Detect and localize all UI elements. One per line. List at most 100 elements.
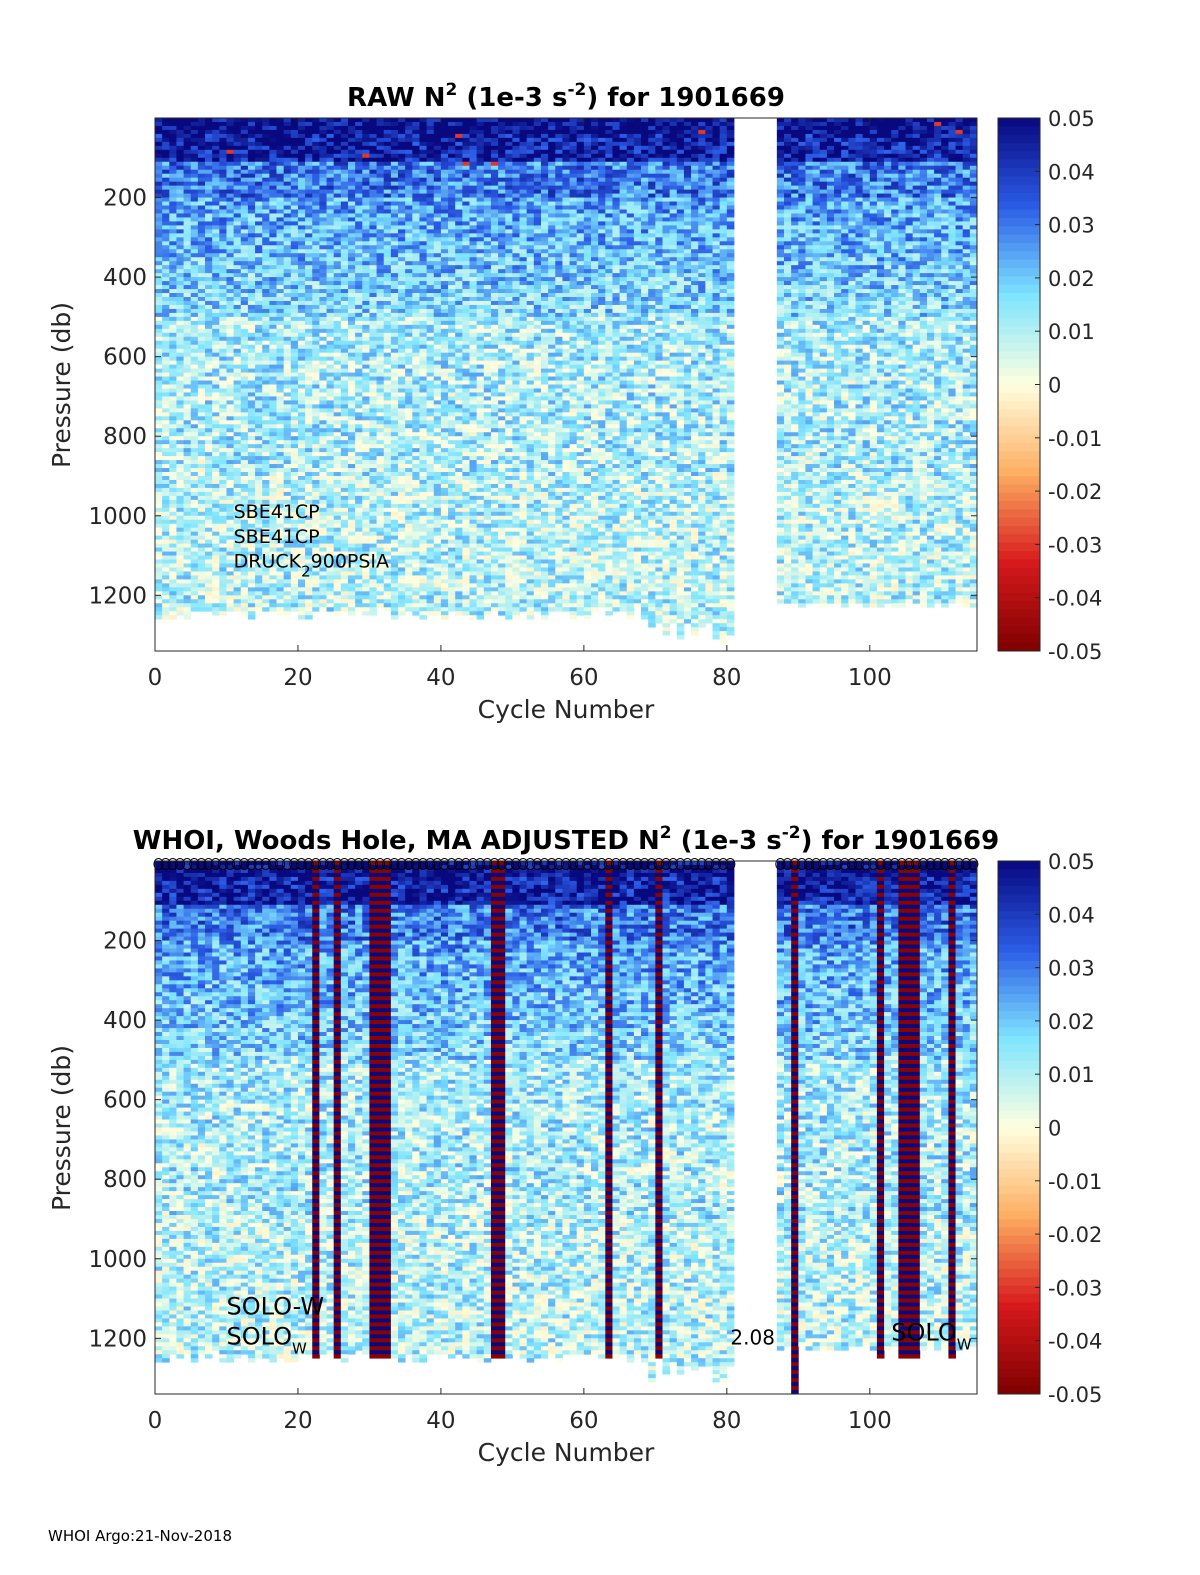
heatmap-cell: [183, 189, 192, 194]
heatmap-cell: [197, 145, 206, 151]
heatmap-cell: [347, 316, 356, 322]
heatmap-cell: [162, 300, 170, 306]
heatmap-cell: [276, 261, 285, 266]
heatmap-cell: [183, 340, 192, 346]
heatmap-cell: [347, 324, 356, 330]
heatmap-cell: [340, 384, 349, 389]
heatmap-cell: [290, 233, 299, 238]
heatmap-cell: [269, 169, 277, 175]
heatmap-cell: [383, 571, 392, 576]
heatmap-cell: [255, 448, 263, 453]
heatmap-cell: [383, 392, 392, 397]
heatmap-cell: [247, 300, 256, 306]
heatmap-cell: [276, 332, 285, 338]
heatmap-cell: [183, 149, 192, 155]
heatmap-cell: [255, 436, 263, 441]
heatmap-cell: [383, 607, 392, 612]
heatmap-cell: [162, 464, 170, 469]
heatmap-cell: [169, 269, 177, 274]
heatmap-cell: [319, 118, 327, 123]
heatmap-cell: [369, 277, 377, 282]
heatmap-cell: [276, 432, 285, 437]
heatmap-cell: [297, 539, 306, 545]
heatmap-cell: [169, 535, 177, 541]
heatmap-cell: [269, 257, 277, 262]
heatmap-cell: [319, 519, 327, 525]
heatmap-cell: [183, 416, 192, 421]
heatmap-cell: [183, 412, 192, 417]
heatmap-cell: [433, 388, 442, 393]
heatmap-cell: [226, 213, 235, 218]
heatmap-cell: [155, 320, 163, 326]
heatmap-cell: [176, 332, 184, 338]
heatmap-cell: [183, 591, 192, 596]
heatmap-cell: [398, 177, 406, 183]
heatmap-cell: [197, 511, 206, 517]
heatmap-cell: [333, 328, 342, 334]
heatmap-cell: [240, 320, 249, 326]
heatmap-cell: [262, 209, 270, 214]
heatmap-cell: [183, 468, 192, 473]
heatmap-cell: [362, 356, 370, 362]
heatmap-cell: [247, 205, 256, 210]
heatmap-cell: [219, 332, 227, 338]
heatmap-cell: [169, 523, 177, 529]
heatmap-cell: [183, 380, 192, 385]
heatmap-cell: [190, 225, 199, 230]
heatmap-cell: [412, 133, 420, 139]
heatmap-cell: [326, 472, 335, 477]
heatmap-cell: [176, 519, 184, 525]
heatmap-cell: [426, 121, 435, 127]
heatmap-cell: [162, 607, 170, 612]
heatmap-cell: [283, 603, 292, 608]
heatmap-cell: [376, 392, 385, 397]
heatmap-cell: [355, 181, 363, 187]
heatmap-cell: [383, 320, 392, 326]
heatmap-cell: [355, 587, 363, 592]
heatmap-cell: [326, 384, 335, 389]
heatmap-cell: [290, 396, 299, 401]
heatmap-cell: [290, 296, 299, 302]
heatmap-cell: [405, 551, 413, 556]
heatmap-cell: [283, 507, 292, 513]
heatmap-cell: [212, 197, 220, 202]
heatmap-cell: [390, 125, 399, 131]
heatmap-cell: [212, 352, 220, 358]
heatmap-cell: [262, 563, 270, 568]
heatmap-cell: [155, 285, 163, 290]
heatmap-cell: [240, 125, 249, 131]
heatmap-cell: [390, 169, 399, 175]
heatmap-cell: [269, 269, 277, 274]
heatmap-cell: [312, 308, 320, 314]
heatmap-cell: [312, 129, 320, 135]
heatmap-cell: [319, 523, 327, 529]
heatmap-cell: [197, 436, 206, 441]
heatmap-cell: [383, 440, 392, 445]
heatmap-cell: [240, 201, 249, 206]
heatmap-cell: [155, 273, 163, 278]
heatmap-cell: [326, 293, 335, 298]
heatmap-cell: [269, 213, 277, 218]
heatmap-cell: [169, 177, 177, 183]
heatmap-cell: [283, 475, 292, 481]
heatmap-cell: [276, 456, 285, 461]
heatmap-cell: [297, 396, 306, 401]
heatmap-cell: [276, 571, 285, 576]
heatmap-cell: [169, 320, 177, 326]
heatmap-cell: [312, 221, 320, 226]
heatmap-cell: [376, 384, 385, 389]
heatmap-cell: [390, 384, 399, 389]
heatmap-cell: [369, 293, 377, 298]
heatmap-cell: [183, 118, 192, 123]
heatmap-cell: [297, 125, 306, 131]
heatmap-cell: [426, 237, 435, 242]
heatmap-cell: [176, 209, 184, 214]
heatmap-cell: [183, 376, 192, 381]
heatmap-cell: [433, 511, 442, 517]
heatmap-cell: [283, 448, 292, 453]
heatmap-cell: [190, 547, 199, 552]
heatmap-cell: [419, 400, 428, 405]
heatmap-cell: [247, 563, 256, 568]
heatmap-cell: [362, 388, 370, 393]
heatmap-cell: [176, 523, 184, 529]
